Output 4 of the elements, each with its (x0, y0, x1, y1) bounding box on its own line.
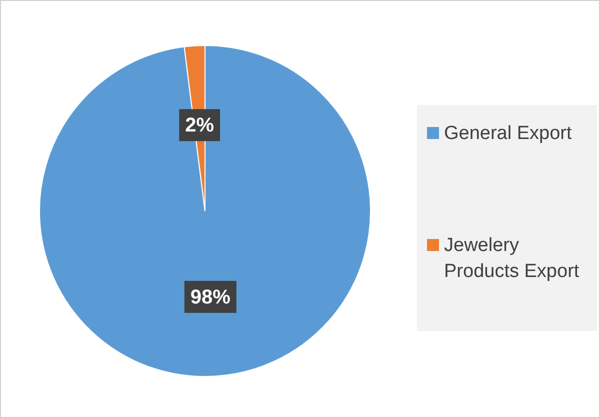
data-label: 98% (190, 286, 231, 308)
legend-label: General Export (444, 122, 573, 146)
data-label: 2% (185, 114, 214, 137)
legend-label: Jewelery Products Export (444, 234, 580, 284)
